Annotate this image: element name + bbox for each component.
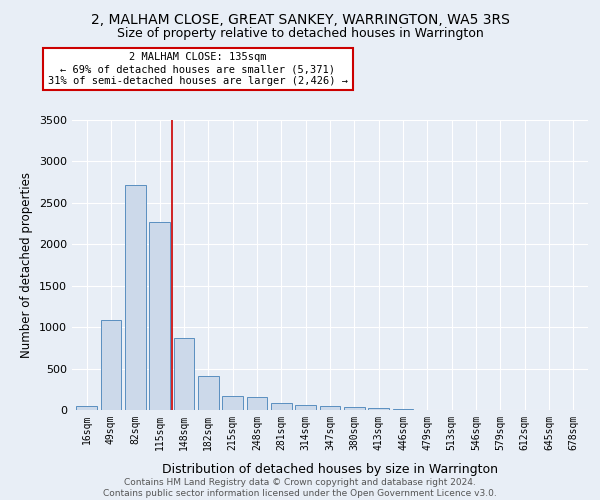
- Bar: [198, 376, 218, 410]
- Bar: [271, 402, 292, 410]
- Text: 2, MALHAM CLOSE, GREAT SANKEY, WARRINGTON, WA5 3RS: 2, MALHAM CLOSE, GREAT SANKEY, WARRINGTO…: [91, 12, 509, 26]
- Text: Distribution of detached houses by size in Warrington: Distribution of detached houses by size …: [162, 462, 498, 475]
- Y-axis label: Number of detached properties: Number of detached properties: [20, 172, 34, 358]
- Bar: [392, 409, 413, 410]
- Bar: [247, 396, 268, 410]
- Bar: [295, 404, 316, 410]
- Text: 2 MALHAM CLOSE: 135sqm
← 69% of detached houses are smaller (5,371)
31% of semi-: 2 MALHAM CLOSE: 135sqm ← 69% of detached…: [48, 52, 348, 86]
- Text: Size of property relative to detached houses in Warrington: Size of property relative to detached ho…: [116, 28, 484, 40]
- Bar: [222, 396, 243, 410]
- Bar: [344, 407, 365, 410]
- Bar: [173, 338, 194, 410]
- Bar: [368, 408, 389, 410]
- Bar: [125, 186, 146, 410]
- Bar: [101, 320, 121, 410]
- Text: Contains HM Land Registry data © Crown copyright and database right 2024.
Contai: Contains HM Land Registry data © Crown c…: [103, 478, 497, 498]
- Bar: [320, 406, 340, 410]
- Bar: [76, 406, 97, 410]
- Bar: [149, 222, 170, 410]
